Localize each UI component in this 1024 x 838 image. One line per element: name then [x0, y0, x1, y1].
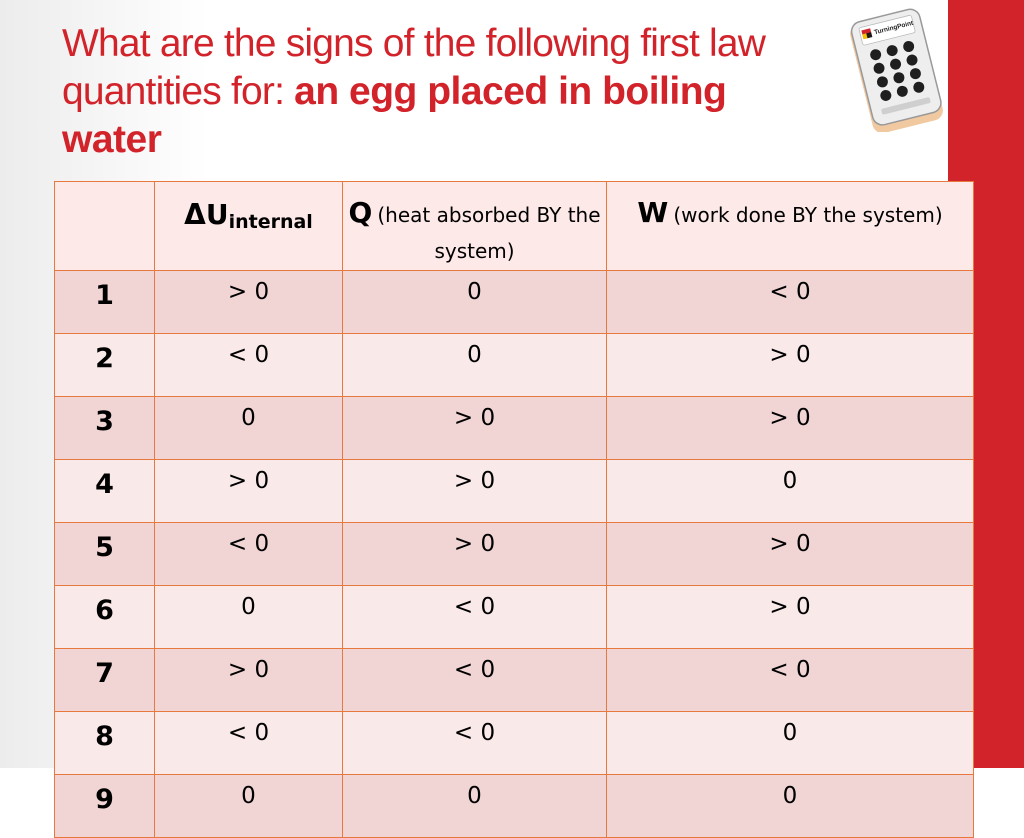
- header-q-symbol: Q: [348, 196, 373, 229]
- row-number: 8: [54, 711, 155, 775]
- table-row: 3 0 > 0 > 0: [54, 396, 974, 460]
- table-row: 5 < 0 > 0 > 0: [54, 522, 974, 586]
- table-row: 1 > 0 0 < 0: [54, 270, 974, 334]
- cell-q: < 0: [342, 585, 607, 649]
- cell-w: < 0: [606, 270, 974, 334]
- table-row: 6 0 < 0 > 0: [54, 585, 974, 649]
- row-number: 1: [54, 270, 155, 334]
- header-q-description: (heat absorbed BY the system): [377, 203, 601, 263]
- cell-delta-u: < 0: [154, 711, 343, 775]
- row-number: 5: [54, 522, 155, 586]
- cell-q: 0: [342, 774, 607, 838]
- row-number: 2: [54, 333, 155, 397]
- clicker-remote-icon: TurningPoint: [850, 8, 943, 132]
- cell-w: 0: [606, 774, 974, 838]
- cell-delta-u: 0: [154, 585, 343, 649]
- header-delta-u-subscript: internal: [228, 211, 313, 234]
- cell-delta-u: > 0: [154, 648, 343, 712]
- row-number: 9: [54, 774, 155, 838]
- cell-q: 0: [342, 270, 607, 334]
- cell-q: < 0: [342, 648, 607, 712]
- cell-w: < 0: [606, 648, 974, 712]
- header-q: Q (heat absorbed BY the system): [342, 181, 607, 271]
- slide-title: What are the signs of the following firs…: [62, 20, 782, 164]
- cell-q: > 0: [342, 396, 607, 460]
- cell-delta-u: < 0: [154, 522, 343, 586]
- row-number: 7: [54, 648, 155, 712]
- header-corner: [54, 181, 155, 271]
- header-delta-u-symbol: ΔU: [184, 198, 229, 231]
- cell-q: > 0: [342, 522, 607, 586]
- cell-w: 0: [606, 711, 974, 775]
- header-delta-u: ΔUinternal: [154, 181, 343, 271]
- title-emphasis: an egg placed in boiling water: [62, 70, 727, 161]
- cell-delta-u: < 0: [154, 333, 343, 397]
- row-number: 3: [54, 396, 155, 460]
- cell-w: > 0: [606, 396, 974, 460]
- header-w: W (work done BY the system): [606, 181, 974, 271]
- cell-w: 0: [606, 459, 974, 523]
- table-row: 7 > 0 < 0 < 0: [54, 648, 974, 712]
- cell-delta-u: > 0: [154, 270, 343, 334]
- first-law-signs-table: ΔUinternal Q (heat absorbed BY the syste…: [54, 181, 974, 838]
- cell-w: > 0: [606, 522, 974, 586]
- header-w-description: (work done BY the system): [673, 203, 943, 227]
- row-number: 6: [54, 585, 155, 649]
- table-header-row: ΔUinternal Q (heat absorbed BY the syste…: [54, 181, 974, 271]
- cell-delta-u: > 0: [154, 459, 343, 523]
- header-w-symbol: W: [637, 196, 669, 229]
- cell-w: > 0: [606, 585, 974, 649]
- cell-q: > 0: [342, 459, 607, 523]
- cell-w: > 0: [606, 333, 974, 397]
- title-plain: What are the signs of the following firs…: [62, 22, 766, 113]
- row-number: 4: [54, 459, 155, 523]
- table-row: 2 < 0 0 > 0: [54, 333, 974, 397]
- cell-q: 0: [342, 333, 607, 397]
- cell-delta-u: 0: [154, 774, 343, 838]
- cell-delta-u: 0: [154, 396, 343, 460]
- cell-q: < 0: [342, 711, 607, 775]
